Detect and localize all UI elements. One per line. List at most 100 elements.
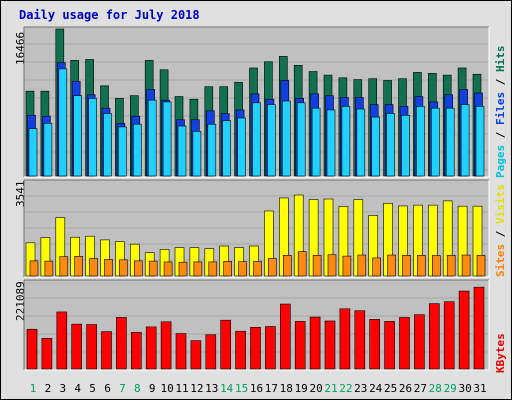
bar-pages	[281, 100, 291, 177]
day-tick-label: 2	[45, 382, 52, 395]
bar-sites	[253, 261, 262, 277]
bar-pages	[192, 131, 202, 177]
day-tick-label: 30	[458, 382, 471, 395]
bar-kbytes	[458, 290, 470, 370]
bar-sites	[223, 261, 232, 277]
bar-pages	[147, 99, 157, 177]
bar-kbytes	[131, 332, 142, 370]
bar-sites	[312, 254, 322, 277]
bar-kbytes	[160, 321, 172, 370]
bar-sites	[268, 258, 277, 277]
day-tick-label: 7	[119, 382, 126, 395]
bar-kbytes	[294, 321, 306, 370]
bar-pages	[133, 123, 142, 177]
bar-sites	[342, 255, 352, 277]
day-tick-label: 1	[30, 382, 37, 395]
bar-kbytes	[399, 317, 410, 370]
bar-pages	[311, 107, 321, 177]
bar-pages	[73, 95, 82, 177]
bar-kbytes	[220, 319, 231, 370]
bar-sites	[44, 260, 54, 277]
bar-kbytes	[205, 334, 217, 370]
day-tick-label: 6	[104, 382, 111, 395]
bar-sites	[178, 261, 188, 277]
bar-pages	[252, 102, 261, 177]
bar-pages	[58, 68, 68, 177]
day-tick-label: 8	[134, 382, 141, 395]
bar-pages	[356, 108, 366, 177]
bar-sites	[134, 260, 143, 277]
bar-kbytes	[339, 308, 351, 370]
day-tick-label: 3	[59, 382, 66, 395]
bar-pages	[386, 113, 395, 177]
bar-sites	[238, 261, 247, 277]
bar-sites	[402, 254, 411, 277]
bar-pages	[326, 109, 336, 177]
bar-kbytes	[279, 303, 291, 370]
bar-kbytes	[369, 319, 381, 370]
day-tick-label: 19	[295, 382, 308, 395]
bar-pages	[460, 104, 470, 177]
bar-pages	[103, 113, 112, 177]
bar-sites	[357, 254, 367, 277]
day-tick-label: 27	[414, 382, 427, 395]
bar-kbytes	[86, 324, 97, 370]
day-tick-label: 13	[205, 382, 218, 395]
bar-pages	[475, 106, 485, 177]
day-tick-label: 11	[175, 382, 188, 395]
day-tick-label: 17	[265, 382, 278, 395]
bar-kbytes	[309, 316, 321, 370]
day-tick-label: 20	[309, 382, 322, 395]
day-tick-label: 28	[429, 382, 442, 395]
day-tick-label: 9	[149, 382, 156, 395]
bar-sites	[327, 254, 337, 277]
bar-sites	[74, 256, 83, 277]
bar-pages	[177, 125, 187, 177]
bar-pages	[43, 123, 53, 177]
bar-pages	[88, 98, 97, 177]
bar-kbytes	[235, 330, 246, 370]
day-tick-label: 22	[339, 382, 352, 395]
bar-pages	[430, 107, 440, 177]
day-tick-label: 21	[324, 382, 337, 395]
bar-kbytes	[190, 340, 202, 370]
bar-pages	[222, 120, 231, 177]
bar-kbytes	[41, 338, 53, 370]
bar-kbytes	[443, 301, 455, 370]
bar-pages	[267, 104, 276, 177]
day-tick-label: 24	[369, 382, 383, 395]
bar-sites	[193, 261, 203, 277]
day-tick-label: 10	[160, 382, 173, 395]
bar-pages	[416, 106, 425, 177]
bar-pages	[445, 107, 455, 177]
day-tick-label: 14	[220, 382, 234, 395]
bar-pages	[341, 106, 351, 177]
bar-kbytes	[428, 303, 440, 370]
bar-kbytes	[265, 326, 276, 370]
bar-sites	[29, 260, 39, 277]
bar-kbytes	[324, 320, 336, 370]
day-tick-label: 26	[399, 382, 412, 395]
bar-sites	[119, 259, 128, 277]
bar-pages	[237, 117, 246, 177]
day-tick-label: 16	[250, 382, 263, 395]
bar-kbytes	[473, 286, 485, 370]
bar-sites	[431, 255, 441, 277]
chart-title: Daily usage for July 2018	[19, 8, 200, 22]
bar-kbytes	[354, 310, 366, 370]
day-tick-label: 31	[473, 382, 486, 395]
bar-pages	[207, 123, 217, 177]
bar-kbytes	[101, 331, 112, 370]
bar-kbytes	[26, 328, 38, 370]
bar-sites	[387, 254, 396, 277]
bar-sites	[417, 254, 426, 277]
day-tick-label: 18	[280, 382, 293, 395]
bar-sites	[282, 254, 292, 277]
bar-kbytes	[414, 314, 425, 370]
bar-sites	[148, 260, 158, 277]
bar-sites	[446, 254, 456, 277]
bar-kbytes	[384, 321, 395, 370]
bar-pages	[118, 126, 127, 177]
bar-sites	[104, 259, 113, 277]
